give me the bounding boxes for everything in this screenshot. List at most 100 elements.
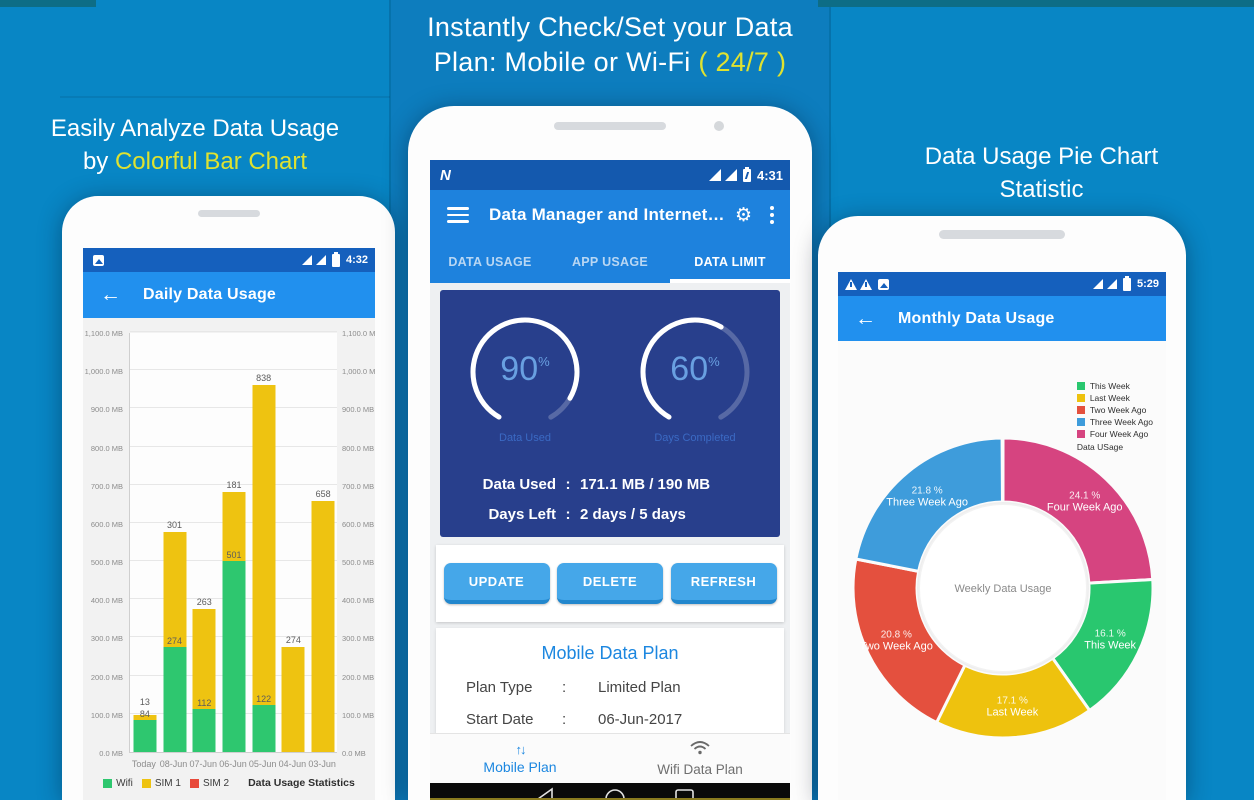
nav-item-wifi-data-plan[interactable]: Wifi Data Plan bbox=[610, 734, 790, 783]
plan-row: Plan Type: Limited Plan bbox=[466, 679, 784, 696]
legend-swatch bbox=[1076, 418, 1085, 426]
y-tick-label: 600.0 MB bbox=[90, 519, 123, 529]
notification-image-icon bbox=[93, 254, 104, 266]
arrows-up-down-icon: ↑↓ bbox=[515, 742, 527, 757]
back-arrow-icon[interactable]: ← bbox=[100, 283, 121, 306]
plan-row-colon: : bbox=[562, 679, 567, 696]
y-tick-label: 200.0 MB bbox=[342, 672, 375, 682]
gauge-data-used: 90% Data Used bbox=[452, 302, 598, 462]
bar-value-label: 84 bbox=[139, 709, 150, 719]
y-tick-label: 900.0 MB bbox=[342, 405, 375, 415]
tab-app-usage[interactable]: APP USAGE bbox=[571, 254, 649, 269]
overflow-menu-icon[interactable] bbox=[770, 206, 774, 224]
mobile-data-plan-card: Mobile Data Plan Plan Type: Limited Plan S… bbox=[436, 628, 784, 734]
bottom-edge-artifact bbox=[430, 798, 790, 800]
y-tick-label: 100.0 MB bbox=[342, 710, 375, 720]
headline-mid-accent: ( 24/7 ) bbox=[698, 47, 787, 77]
back-arrow-icon[interactable]: ← bbox=[855, 306, 876, 330]
bar-value-label: 13 bbox=[139, 697, 150, 707]
pie-slice-label: 16.1 % This Week bbox=[1084, 629, 1136, 652]
legend-swatch bbox=[141, 778, 151, 788]
x-tick-label: 03-Jun bbox=[308, 759, 336, 769]
pie-chart-panel: This Week Last Week Two Week Ago Three Week… bbox=[838, 341, 1166, 800]
bar-segment-wifi bbox=[133, 720, 157, 752]
donut-chart: 24.1 % Four Week Ago 16.1 % This Week 17.1 %… bbox=[851, 436, 1155, 740]
headline-right-line1: Data Usage Pie Chart bbox=[924, 143, 1159, 170]
pie-legend-title: Data USage bbox=[1076, 442, 1124, 452]
y-tick-label: 1,100.0 MB bbox=[84, 329, 123, 338]
gear-icon[interactable]: ⚙ bbox=[734, 204, 752, 226]
legend-label: Last Week bbox=[1089, 393, 1130, 403]
signal-icon bbox=[1092, 279, 1103, 289]
legend-item: Wifi bbox=[103, 778, 133, 789]
y-tick-label: 300.0 MB bbox=[90, 634, 123, 644]
plan-card-title: Mobile Data Plan bbox=[541, 643, 679, 663]
legend-swatch bbox=[1076, 430, 1085, 438]
stat-row: Days Left:2 days / 5 days bbox=[468, 506, 710, 523]
stat-label: Data Used bbox=[482, 476, 556, 493]
signal-icon bbox=[1106, 279, 1117, 289]
legend-label: SIM 1 bbox=[154, 777, 181, 789]
refresh-button[interactable]: REFRESH bbox=[670, 563, 777, 604]
status-bar: 4:32 bbox=[83, 248, 375, 272]
right-phone-screen: 5:29 ← Monthly Data Usage This Week Last … bbox=[838, 272, 1166, 800]
pie-legend-item: Last Week bbox=[1076, 393, 1153, 403]
legend-label: Two Week Ago bbox=[1089, 405, 1147, 415]
earpiece-speaker bbox=[554, 122, 666, 130]
signal-icon bbox=[301, 255, 312, 265]
bar-column: 658 bbox=[308, 332, 338, 752]
pie-slice-four-week-ago bbox=[1001, 436, 1155, 585]
bar-plot: 84 13 274 301 112 263 501 181 122 838 274 658 bbox=[129, 331, 338, 753]
battery-icon bbox=[1122, 275, 1131, 291]
stat-label: Days Left bbox=[488, 506, 556, 523]
page-title: Daily Data Usage bbox=[143, 286, 277, 303]
bar-segment-wifi bbox=[252, 705, 276, 752]
bar-value-label: 112 bbox=[197, 698, 212, 708]
update-button[interactable]: UPDATE bbox=[443, 563, 550, 604]
pie-legend-item: Two Week Ago bbox=[1076, 405, 1153, 415]
pie-legend: This Week Last Week Two Week Ago Three Week… bbox=[1076, 381, 1153, 452]
y-axis-right: 1,100.0 MB 1,000.0 MB 900.0 MB 800.0 MB 700.… bbox=[339, 329, 375, 758]
gauge-label: Data Used bbox=[499, 432, 551, 444]
phone-left: 4:32 ← Daily Data Usage 1,100.0 MB 1,000.… bbox=[62, 196, 395, 800]
tab-data-usage[interactable]: DATA USAGE bbox=[448, 254, 532, 269]
notification-image-icon bbox=[878, 278, 889, 290]
donut-hole bbox=[917, 502, 1089, 674]
bar-segment-sim1 bbox=[311, 501, 335, 752]
bar-segment-sim1 bbox=[192, 609, 216, 709]
gauge-value: 90% bbox=[500, 350, 550, 388]
plan-row-value: 06-Jun-2017 bbox=[598, 711, 683, 728]
stat-colon: : bbox=[565, 506, 571, 523]
warning-icon bbox=[845, 278, 857, 290]
stat-row: Data Used:171.1 MB / 190 MB bbox=[468, 476, 710, 493]
bar-segment-sim1 bbox=[252, 385, 276, 705]
menu-icon[interactable] bbox=[447, 207, 469, 223]
headline-right-line2: Statistic bbox=[999, 176, 1084, 203]
pie-legend-item: Four Week Ago bbox=[1076, 429, 1153, 439]
legend-item: SIM 2 bbox=[189, 778, 229, 789]
left-phone-screen: 4:32 ← Daily Data Usage 1,100.0 MB 1,000.… bbox=[83, 248, 375, 800]
app-bar: ← Daily Data Usage bbox=[83, 272, 375, 318]
data-limit-page: 90% Data Used 60% Days Completed Data Used:… bbox=[430, 283, 790, 800]
nav-item-mobile-plan[interactable]: ↑↓ Mobile Plan bbox=[430, 734, 610, 783]
legend-swatch bbox=[1076, 382, 1085, 390]
page-title: Monthly Data Usage bbox=[898, 309, 1055, 327]
legend-label: This Week bbox=[1089, 381, 1130, 391]
tab-data-limit[interactable]: DATA LIMIT bbox=[670, 240, 790, 283]
bar-value-label: 838 bbox=[256, 373, 272, 383]
bar-value-label: 274 bbox=[167, 636, 183, 646]
gridline bbox=[130, 483, 337, 485]
wifi-icon bbox=[689, 740, 711, 760]
legend-swatch bbox=[1076, 394, 1085, 402]
y-tick-label: 0.0 MB bbox=[99, 749, 123, 758]
gridline bbox=[130, 369, 337, 371]
legend-item: SIM 1 bbox=[141, 777, 181, 789]
x-tick-label: 07-Jun bbox=[189, 759, 218, 769]
gridline bbox=[130, 331, 337, 332]
status-clock: 5:29 bbox=[1136, 278, 1159, 290]
headline-right: Data Usage Pie Chart Statistic bbox=[829, 140, 1254, 206]
delete-button[interactable]: DELETE bbox=[557, 563, 663, 604]
y-tick-label: 600.0 MB bbox=[342, 519, 375, 529]
y-tick-label: 1,000.0 MB bbox=[84, 367, 123, 377]
status-bar: N 4:31 bbox=[430, 160, 790, 190]
